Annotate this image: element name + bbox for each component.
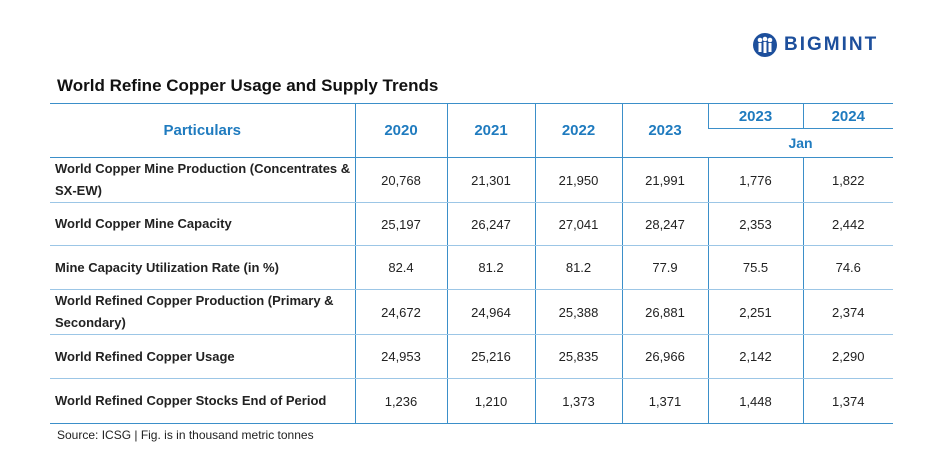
logo-text: BIGMINT xyxy=(784,34,879,55)
cell-value: 82.4 xyxy=(354,245,447,290)
cell-value: 1,448 xyxy=(707,378,803,424)
table-row: World Copper Mine Capacity 25,197 26,247 27… xyxy=(50,202,893,246)
cell-value: 24,672 xyxy=(354,289,447,335)
cell-value: 20,768 xyxy=(354,157,447,203)
cell-value: 75.5 xyxy=(707,245,803,290)
logo: BIGMINT xyxy=(752,31,878,59)
cell-value: 81.2 xyxy=(446,245,535,290)
table-title: World Refine Copper Usage and Supply Tre… xyxy=(57,76,439,95)
cell-value: 26,966 xyxy=(621,334,708,379)
column-header: 2024 xyxy=(802,103,893,129)
cell-value: 25,197 xyxy=(354,202,447,246)
cell-value: 25,388 xyxy=(534,289,622,335)
cell-value: 21,301 xyxy=(446,157,535,203)
cell-value: 1,371 xyxy=(621,378,708,424)
cell-value: 24,964 xyxy=(446,289,535,335)
cell-value: 26,881 xyxy=(621,289,708,335)
column-header: 2020 xyxy=(354,103,447,158)
cell-value: 2,251 xyxy=(707,289,803,335)
cell-value: 21,991 xyxy=(621,157,708,203)
cell-value: 26,247 xyxy=(446,202,535,246)
cell-value: 2,142 xyxy=(707,334,803,379)
table-row: World Copper Mine Production (Concentrat… xyxy=(50,157,893,203)
row-label: World Copper Mine Capacity xyxy=(50,202,355,246)
cell-value: 1,373 xyxy=(534,378,622,424)
column-header: 2021 xyxy=(446,103,535,158)
column-header: Particulars xyxy=(50,103,355,158)
cell-value: 1,776 xyxy=(707,157,803,203)
row-label: World Refined Copper Production (Primary… xyxy=(50,289,355,335)
cell-value: 2,374 xyxy=(802,289,893,335)
cell-value: 21,950 xyxy=(534,157,622,203)
row-label: World Copper Mine Production (Concentrat… xyxy=(50,157,355,203)
column-header: 2022 xyxy=(534,103,622,158)
cell-value: 1,374 xyxy=(802,378,893,424)
cell-value: 24,953 xyxy=(354,334,447,379)
table-row: World Refined Copper Stocks End of Perio… xyxy=(50,378,893,424)
table-row: World Refined Copper Usage 24,953 25,216 25… xyxy=(50,334,893,379)
cell-value: 1,822 xyxy=(802,157,893,203)
column-header: 2023 xyxy=(707,103,803,129)
data-table: Particulars 2020 2021 2022 2023 2023 2024 Jan W… xyxy=(50,103,893,424)
cell-value: 25,216 xyxy=(446,334,535,379)
cell-value: 74.6 xyxy=(802,245,893,290)
sub-header: Jan xyxy=(708,128,893,158)
header-row: Jan xyxy=(50,128,893,158)
header-row: Particulars 2020 2021 2022 2023 2023 2024 xyxy=(50,103,893,158)
table-row: World Refined Copper Production (Primary… xyxy=(50,289,893,335)
cell-value: 2,353 xyxy=(707,202,803,246)
cell-value: 2,290 xyxy=(802,334,893,379)
cell-value: 27,041 xyxy=(534,202,622,246)
source-note: Source: ICSG | Fig. is in thousand metri… xyxy=(57,428,314,442)
logo-icon xyxy=(753,33,777,57)
cell-value: 81.2 xyxy=(534,245,622,290)
cell-value: 2,442 xyxy=(802,202,893,246)
row-label: World Refined Copper Usage xyxy=(50,334,355,379)
table-row: Mine Capacity Utilization Rate (in %) 82.… xyxy=(50,245,893,290)
cell-value: 1,210 xyxy=(446,378,535,424)
cell-value: 77.9 xyxy=(621,245,708,290)
cell-value: 28,247 xyxy=(621,202,708,246)
cell-value: 25,835 xyxy=(534,334,622,379)
column-header: 2023 xyxy=(621,103,708,158)
row-label: Mine Capacity Utilization Rate (in %) xyxy=(50,245,355,290)
cell-value: 1,236 xyxy=(354,378,447,424)
row-label: World Refined Copper Stocks End of Perio… xyxy=(50,378,355,424)
